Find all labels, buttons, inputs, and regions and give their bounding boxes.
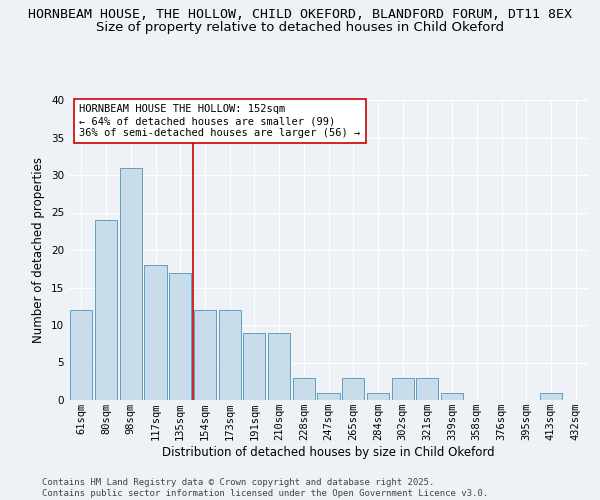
Bar [243, 332, 265, 400]
Bar [416, 378, 439, 400]
Bar [70, 310, 92, 400]
Bar [194, 310, 216, 400]
Bar [441, 392, 463, 400]
Text: Contains HM Land Registry data © Crown copyright and database right 2025.
Contai: Contains HM Land Registry data © Crown c… [42, 478, 488, 498]
Bar [367, 392, 389, 400]
Bar [392, 378, 414, 400]
Bar [317, 392, 340, 400]
Bar [342, 378, 364, 400]
Bar [268, 332, 290, 400]
Bar [218, 310, 241, 400]
Bar [145, 265, 167, 400]
Bar [119, 168, 142, 400]
Bar [95, 220, 117, 400]
X-axis label: Distribution of detached houses by size in Child Okeford: Distribution of detached houses by size … [162, 446, 495, 459]
Bar [169, 272, 191, 400]
Bar [293, 378, 315, 400]
Bar [540, 392, 562, 400]
Text: HORNBEAM HOUSE THE HOLLOW: 152sqm
← 64% of detached houses are smaller (99)
36% : HORNBEAM HOUSE THE HOLLOW: 152sqm ← 64% … [79, 104, 361, 138]
Text: Size of property relative to detached houses in Child Okeford: Size of property relative to detached ho… [96, 21, 504, 34]
Text: HORNBEAM HOUSE, THE HOLLOW, CHILD OKEFORD, BLANDFORD FORUM, DT11 8EX: HORNBEAM HOUSE, THE HOLLOW, CHILD OKEFOR… [28, 8, 572, 20]
Y-axis label: Number of detached properties: Number of detached properties [32, 157, 46, 343]
